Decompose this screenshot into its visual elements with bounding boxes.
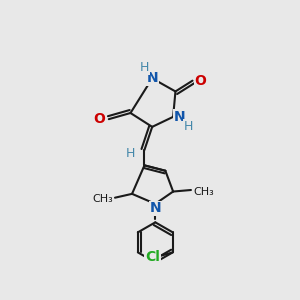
Text: H: H <box>184 120 193 133</box>
Text: H: H <box>140 61 149 74</box>
Text: N: N <box>149 202 161 215</box>
Text: O: O <box>194 74 206 88</box>
Text: CH₃: CH₃ <box>92 194 113 204</box>
Text: CH₃: CH₃ <box>193 187 214 196</box>
Text: N: N <box>173 110 185 124</box>
Text: O: O <box>94 112 105 126</box>
Text: H: H <box>126 146 135 160</box>
Text: N: N <box>146 71 158 85</box>
Text: Cl: Cl <box>145 250 160 264</box>
